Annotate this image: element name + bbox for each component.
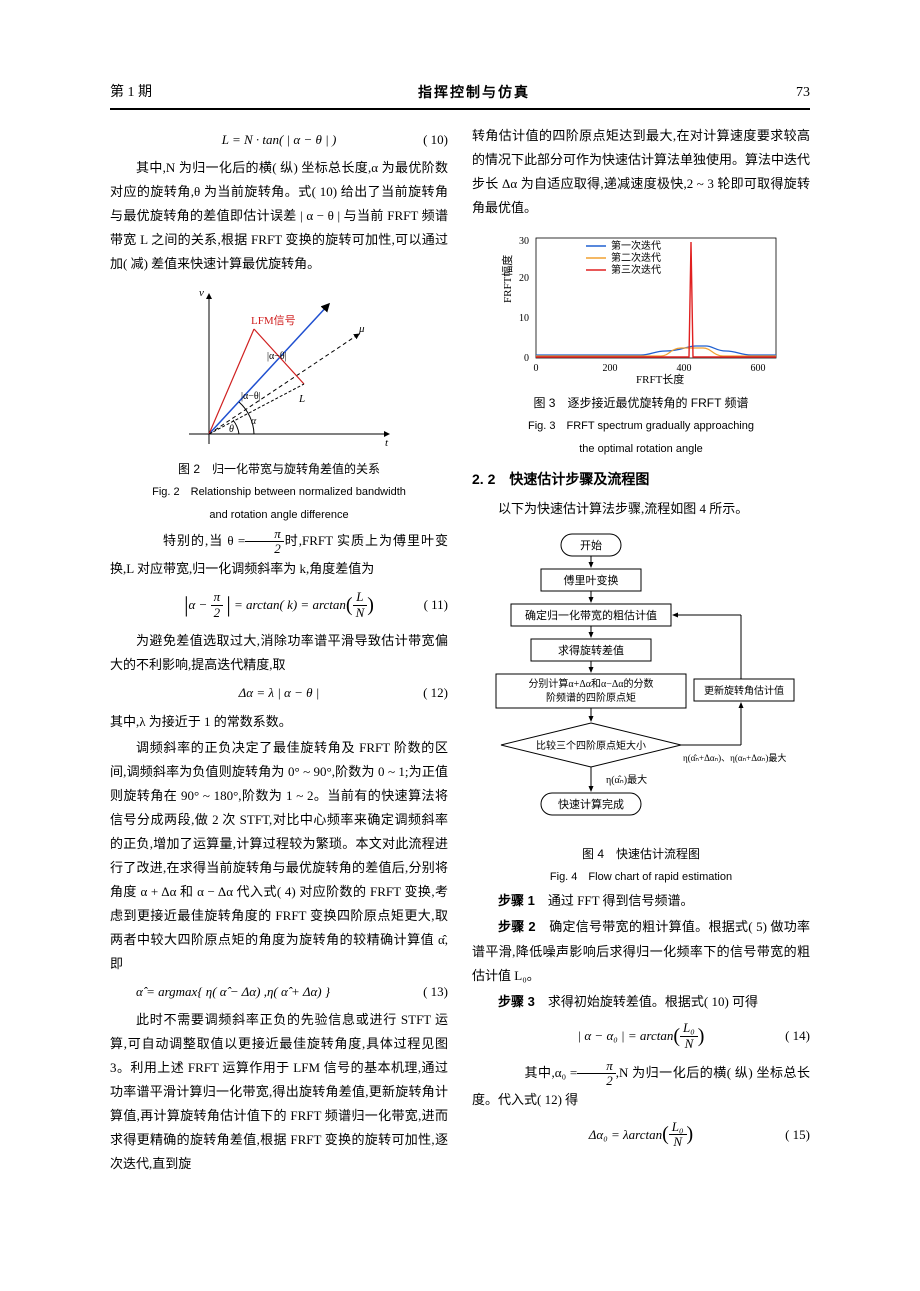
svg-text:阶频谱的四阶原点矩: 阶频谱的四阶原点矩: [546, 691, 636, 704]
equation-14: | α − α₀ | = arctan(L₀N) ( 14): [472, 1018, 810, 1055]
svg-text:分别计算α+Δα和α−Δα的分数: 分别计算α+Δα和α−Δα的分数: [528, 677, 653, 690]
para-4: 其中,λ 为接近于 1 的常数系数。: [110, 710, 448, 734]
svg-text:t: t: [385, 437, 389, 449]
page-header: 第 1 期 指挥控制与仿真 73: [110, 80, 810, 110]
para-3: 为避免差值选取过大,消除功率谱平滑导致估计带宽偏大的不利影响,提高迭代精度,取: [110, 629, 448, 677]
svg-text:LFM信号: LFM信号: [251, 314, 296, 327]
equation-15: Δα₀ = λarctan(L₀N) ( 15): [472, 1116, 810, 1153]
para-6: 此时不需要调频斜率正负的先验信息或进行 STFT 运算,可自动调整取值以更接近最…: [110, 1008, 448, 1176]
fig3-caption-en2: the optimal rotation angle: [472, 439, 810, 459]
equation-13: α̂ = argmax{ η( α̂ − Δα) ,η( α̂ + Δα) }(…: [110, 980, 448, 1004]
svg-text:η(α̂ₙ+Δαₙ)、η(αₙ+Δαₙ)最大: η(α̂ₙ+Δαₙ)、η(αₙ+Δαₙ)最大: [683, 752, 786, 763]
svg-text:第三次迭代: 第三次迭代: [611, 263, 661, 276]
header-left: 第 1 期: [110, 80, 152, 106]
svg-text:0: 0: [534, 363, 539, 374]
svg-text:更新旋转角估计值: 更新旋转角估计值: [704, 684, 784, 697]
svg-text:200: 200: [603, 363, 618, 374]
fig2-caption-en2: and rotation angle difference: [110, 505, 448, 525]
svg-text:确定归一化带宽的粗估计值: 确定归一化带宽的粗估计值: [525, 608, 657, 622]
svg-text:20: 20: [519, 273, 529, 284]
para-7: 转角估计值的四阶原点矩达到最大,在对计算速度要求较高的情况下此部分可作为快速估计…: [472, 124, 810, 220]
svg-text:600: 600: [751, 363, 766, 374]
figure-3: FRFT幅度 FRFT长度 0 10 20 30 0 200 400 600 第…: [472, 228, 810, 388]
section-2-2: 2. 2 快速估计步骤及流程图: [472, 467, 810, 493]
fig3-caption-en1: Fig. 3 FRFT spectrum gradually approachi…: [472, 416, 810, 436]
svg-text:快速计算完成: 快速计算完成: [558, 797, 624, 811]
step-2: 步骤 2 确定信号带宽的粗计算值。根据式( 5) 做功率谱平滑,降低噪声影响后求…: [472, 915, 810, 987]
figure-2: v t μ LFM信号 |α−θ| |α−θ| L θ α: [110, 284, 448, 454]
svg-text:μ: μ: [358, 323, 365, 335]
step-3: 步骤 3 求得初始旋转差值。根据式( 10) 可得: [472, 990, 810, 1014]
two-column-body: L = N · tan( | α − θ | )( 10) 其中,N 为归一化后…: [110, 124, 810, 1177]
header-right: 73: [796, 80, 810, 106]
equation-11: |α − π2 | = arctan( k) = arctan(LN) ( 11…: [110, 585, 448, 626]
svg-text:傅里叶变换: 傅里叶变换: [564, 573, 619, 587]
svg-text:10: 10: [519, 313, 529, 324]
para-8: 以下为快速估计算法步骤,流程如图 4 所示。: [472, 497, 810, 521]
svg-text:v: v: [199, 287, 204, 299]
svg-text:|α−θ|: |α−θ|: [267, 351, 287, 362]
fig2-caption-cn: 图 2 归一化带宽与旋转角差值的关系: [110, 458, 448, 480]
fig4-caption-cn: 图 4 快速估计流程图: [472, 843, 810, 865]
svg-text:FRFT长度: FRFT长度: [636, 372, 684, 386]
equation-12: Δα = λ | α − θ |( 12): [110, 681, 448, 705]
svg-text:第二次迭代: 第二次迭代: [611, 251, 661, 264]
svg-text:0: 0: [524, 353, 529, 364]
svg-text:FRFT幅度: FRFT幅度: [500, 255, 514, 303]
svg-text:400: 400: [677, 363, 692, 374]
svg-text:η(α̂ₙ)最大: η(α̂ₙ)最大: [606, 773, 647, 786]
fig4-caption-en: Fig. 4 Flow chart of rapid estimation: [472, 867, 810, 887]
svg-text:第一次迭代: 第一次迭代: [611, 239, 661, 252]
para-9: 其中,α₀ =π2,N 为归一化后的横( 纵) 坐标总长度。代入式( 12) 得: [472, 1059, 810, 1113]
figure-4: 开始 傅里叶变换 确定归一化带宽的粗估计值 求得旋转差值 分别计算α+Δα和α−…: [472, 529, 810, 839]
equation-10: L = N · tan( | α − θ | )( 10): [110, 128, 448, 152]
svg-text:求得旋转差值: 求得旋转差值: [558, 643, 624, 657]
svg-text:30: 30: [519, 236, 529, 247]
fig2-caption-en1: Fig. 2 Relationship between normalized b…: [110, 482, 448, 502]
para-2: 特别的,当 θ =π2时,FRFT 实质上为傅里叶变换,L 对应带宽,归一化调频…: [110, 527, 448, 581]
svg-text:比较三个四阶原点矩大小: 比较三个四阶原点矩大小: [536, 739, 646, 752]
svg-text:|α−θ|: |α−θ|: [241, 391, 261, 402]
svg-text:L: L: [298, 393, 305, 405]
svg-text:α: α: [251, 416, 257, 427]
svg-text:开始: 开始: [580, 538, 602, 552]
para-5: 调频斜率的正负决定了最佳旋转角及 FRFT 阶数的区间,调频斜率为负值则旋转角为…: [110, 736, 448, 976]
step-1: 步骤 1 通过 FFT 得到信号频谱。: [472, 889, 810, 913]
header-center: 指挥控制与仿真: [418, 80, 530, 106]
svg-text:θ: θ: [229, 424, 234, 435]
para-1: 其中,N 为归一化后的横( 纵) 坐标总长度,α 为最优阶数对应的旋转角,θ 为…: [110, 156, 448, 276]
fig3-caption-cn: 图 3 逐步接近最优旋转角的 FRFT 频谱: [472, 392, 810, 414]
